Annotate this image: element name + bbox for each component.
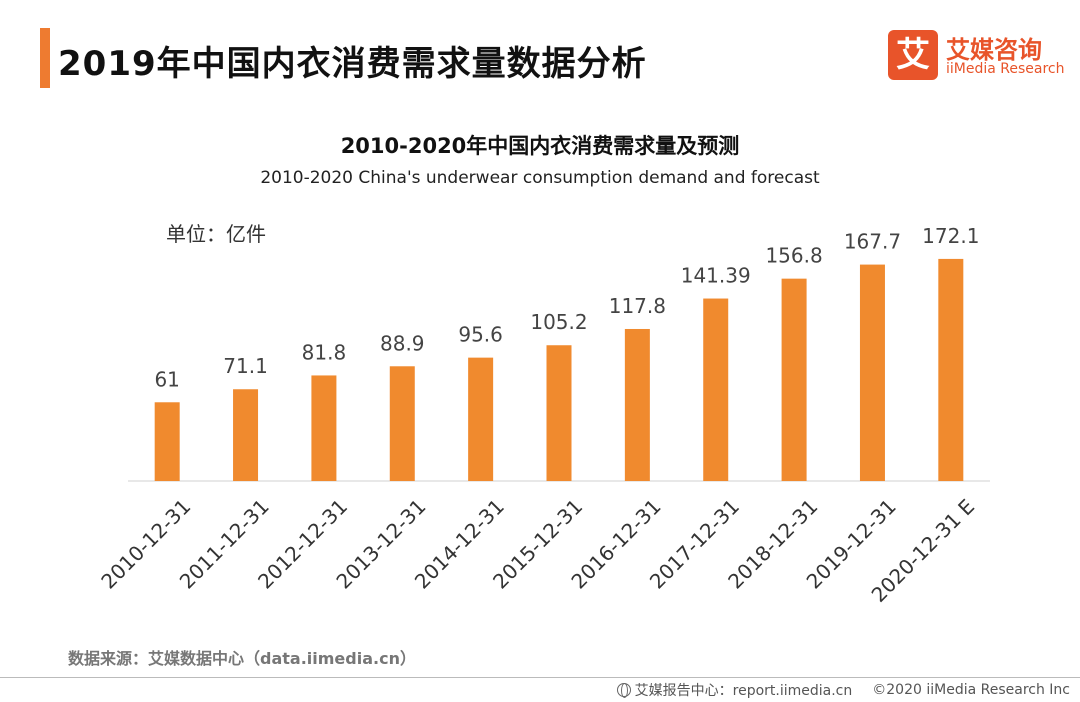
data-source-note: 数据来源：艾媒数据中心（data.iimedia.cn）: [68, 649, 416, 668]
bar: [233, 389, 259, 481]
bar: [389, 366, 415, 481]
bar-value-label: 71.1: [223, 354, 268, 378]
bar: [468, 357, 494, 481]
bar: [311, 375, 337, 481]
bar: [938, 258, 964, 481]
chart-title: 2010-2020年中国内衣消费需求量及预测: [340, 134, 740, 158]
footer: 艾媒报告中心：report.iimedia.cn ©2020 iiMedia R…: [616, 680, 1070, 700]
logo-glyph: 艾: [888, 30, 938, 80]
bar: [781, 278, 807, 481]
footer-divider: [0, 677, 1080, 678]
globe-icon: [616, 683, 631, 698]
bar-value-label: 167.7: [844, 230, 901, 254]
bar-value-label: 95.6: [458, 323, 503, 347]
copyright: ©2020 iiMedia Research Inc: [872, 682, 1070, 698]
unit-label: 单位：亿件: [166, 222, 266, 246]
page-title: 2019年中国内衣消费需求量数据分析: [58, 44, 647, 84]
bar-value-label: 105.2: [530, 310, 587, 334]
report-center-link[interactable]: 艾媒报告中心：report.iimedia.cn: [634, 683, 853, 699]
bar-value-label: 141.39: [681, 264, 751, 288]
bar: [154, 402, 180, 481]
bar-value-label: 172.1: [922, 224, 979, 248]
bar-value-label: 117.8: [609, 294, 666, 318]
bar: [624, 328, 650, 481]
bar-value-label: 61: [154, 367, 179, 391]
bar-value-label: 156.8: [765, 244, 822, 268]
logo-name-en: iiMedia Research: [946, 61, 1065, 77]
iimedia-logo: 艾 艾媒咨询 iiMedia Research: [888, 30, 1068, 80]
logo-name-cn: 艾媒咨询: [946, 36, 1042, 64]
bar-value-label: 88.9: [380, 331, 425, 355]
bar: [703, 298, 729, 481]
chart-subtitle: 2010-2020 China's underwear consumption …: [260, 168, 820, 188]
title-accent-bar: [40, 28, 50, 88]
bar-value-label: 81.8: [302, 340, 347, 364]
bar: [859, 264, 885, 481]
bar: [546, 345, 572, 481]
